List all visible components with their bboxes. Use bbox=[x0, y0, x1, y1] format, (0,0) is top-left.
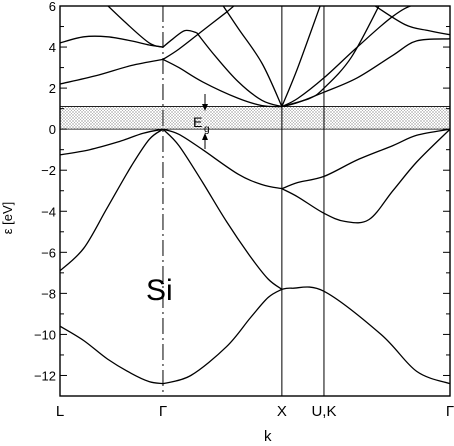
y-axis-label: ε [eV] bbox=[0, 202, 15, 235]
band-curve-9 bbox=[60, 58, 164, 85]
band-curve-5 bbox=[60, 128, 164, 156]
y-tick-label: −8 bbox=[41, 286, 56, 301]
y-tick-label: −2 bbox=[41, 163, 56, 178]
band-curve-8 bbox=[281, 128, 450, 190]
band-curve-6 bbox=[162, 128, 283, 190]
band-curve-16 bbox=[162, 6, 235, 60]
y-tick-label: 6 bbox=[49, 0, 56, 14]
band-curve-10 bbox=[162, 58, 282, 108]
y-tick-label: −12 bbox=[34, 368, 56, 383]
k-point-label-4: Γ bbox=[446, 403, 454, 420]
band-curve-21 bbox=[281, 6, 380, 108]
band-curve-18 bbox=[222, 6, 283, 107]
k-point-label-2: X bbox=[277, 403, 287, 420]
y-tick-label: 0 bbox=[49, 122, 56, 137]
band-curve-19 bbox=[281, 6, 321, 107]
material-label: Si bbox=[146, 274, 173, 307]
band-curve-7 bbox=[281, 128, 450, 224]
k-point-label-3: U,K bbox=[311, 403, 336, 420]
band-gap-region bbox=[60, 106, 450, 130]
y-tick-label: 4 bbox=[49, 40, 56, 55]
k-point-label-0: L bbox=[56, 403, 64, 420]
y-tick-label: 2 bbox=[49, 81, 56, 96]
gap-arrow-bottom-head bbox=[202, 133, 208, 140]
band-curve-11 bbox=[281, 38, 450, 108]
band-curve-3 bbox=[60, 128, 164, 272]
y-tick-label: −4 bbox=[41, 204, 56, 219]
gap-annotation: E g bbox=[193, 94, 210, 149]
band-curve-4 bbox=[162, 128, 283, 290]
plot-frame bbox=[59, 5, 451, 397]
band-curve-0 bbox=[60, 325, 164, 385]
band-curve-1 bbox=[162, 288, 283, 385]
k-point-label-1: Γ bbox=[159, 403, 167, 420]
x-axis-label: k bbox=[264, 428, 272, 445]
band-curve-15 bbox=[281, 6, 413, 108]
band-curve-14 bbox=[196, 32, 283, 108]
band-curve-20 bbox=[374, 6, 450, 36]
gap-label-subscript: g bbox=[204, 124, 210, 135]
band-curve-12 bbox=[60, 35, 164, 48]
gap-label: E bbox=[193, 114, 202, 130]
gap-arrow-top-head bbox=[202, 104, 208, 111]
y-tick-label: −10 bbox=[34, 327, 56, 342]
band-curve-2 bbox=[281, 286, 450, 385]
band-curve-17 bbox=[107, 6, 164, 48]
y-tick-label: −6 bbox=[41, 245, 56, 260]
band-curve-13 bbox=[162, 29, 197, 48]
